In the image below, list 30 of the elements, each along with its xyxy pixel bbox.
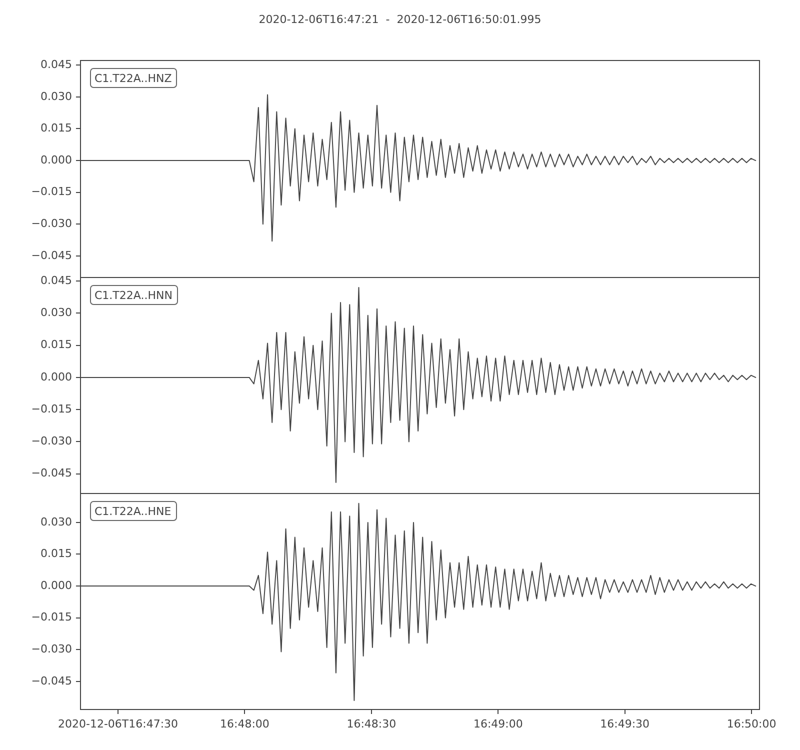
x-tick-label: 16:48:30: [346, 717, 396, 730]
x-tick-label: 16:50:00: [726, 717, 776, 730]
y-tick-label: −0.015: [31, 610, 72, 624]
x-tick-label: 16:48:00: [220, 717, 270, 730]
y-tick-label: −0.030: [31, 216, 72, 230]
y-tick-label: −0.030: [31, 642, 72, 656]
y-tick-label: −0.045: [31, 466, 72, 480]
y-tick-label: 0.000: [40, 153, 72, 166]
x-tick-label: 16:49:30: [600, 717, 650, 730]
x-tick-label: 2020-12-06T16:47:30: [58, 717, 178, 730]
y-tick-label: 0.030: [40, 90, 72, 103]
y-tick-label: −0.015: [31, 185, 72, 198]
y-tick-label: −0.045: [31, 248, 72, 262]
y-tick-label: −0.030: [31, 434, 72, 448]
annotation: C1.T22A..HNE: [94, 505, 172, 518]
y-tick-label: 0.015: [40, 122, 72, 135]
y-tick-label: 0.030: [40, 515, 72, 528]
y-tick-label: −0.045: [31, 674, 72, 688]
y-tick-label: 0.015: [40, 547, 72, 560]
annotation: C1.T22A..HNN: [94, 289, 172, 302]
y-tick-label: 0.000: [40, 370, 72, 384]
x-tick-label: 16:49:00: [473, 717, 523, 730]
y-tick-label: −0.015: [31, 402, 72, 416]
y-tick-label: 0.045: [40, 58, 72, 71]
annotation: C1.T22A..HNZ: [94, 72, 172, 85]
y-tick-label: 0.045: [40, 274, 72, 287]
y-tick-label: 0.030: [40, 306, 72, 320]
chart-title: 2020-12-06T16:47:21 - 2020-12-06T16:50:01.995: [258, 13, 542, 27]
y-tick-label: 0.015: [40, 338, 72, 352]
y-tick-label: 0.000: [40, 578, 72, 592]
